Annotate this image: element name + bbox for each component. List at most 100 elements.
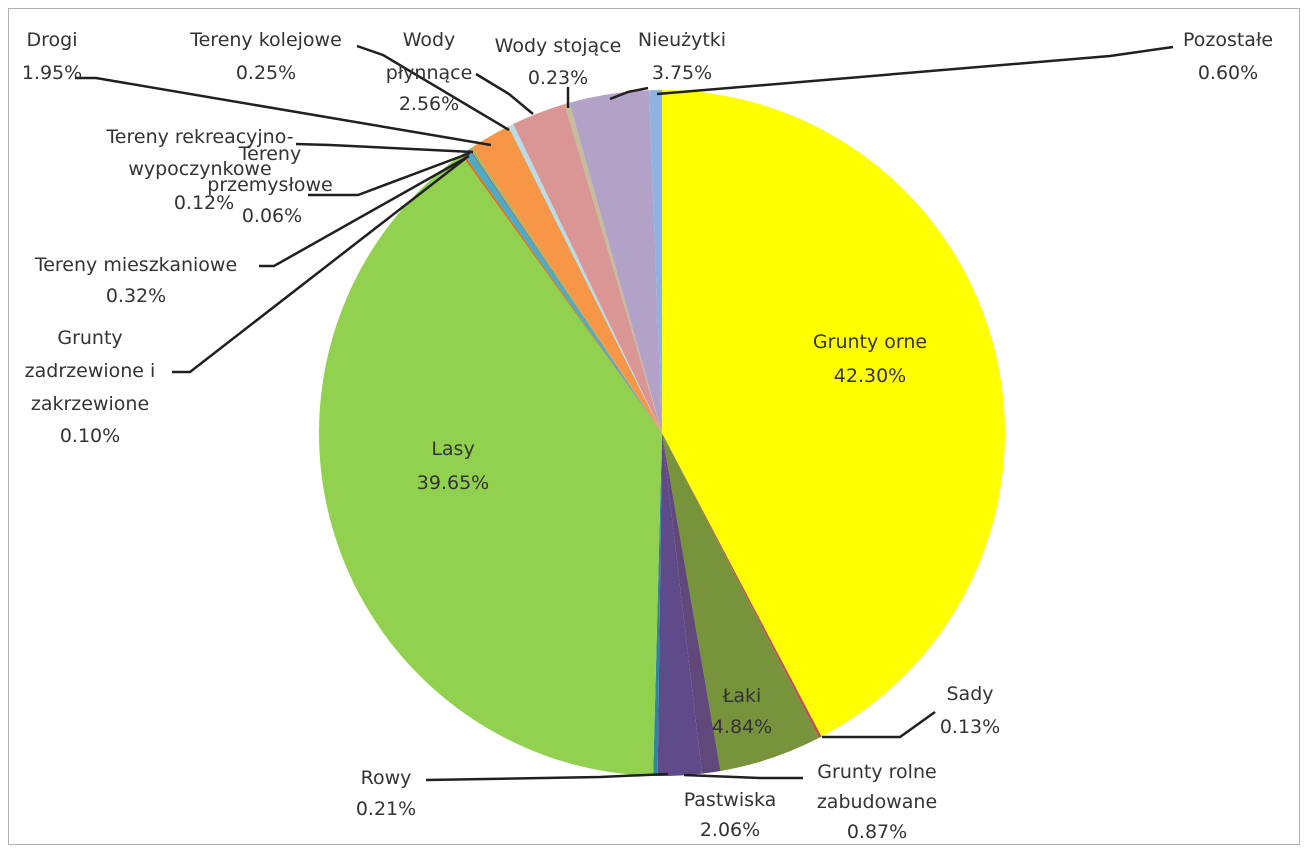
svg-text:Grunty: Grunty <box>57 327 122 349</box>
svg-text:3.75%: 3.75% <box>652 62 712 84</box>
svg-text:0.21%: 0.21% <box>356 798 416 820</box>
svg-text:zabudowane: zabudowane <box>817 791 937 813</box>
svg-text:0.12%: 0.12% <box>174 192 234 214</box>
svg-text:0.06%: 0.06% <box>242 205 302 227</box>
pie-slice-nieu-ytki <box>569 90 662 434</box>
leader-nieuzytki <box>609 86 649 101</box>
label-tereny-przemyslowe-l2: przemysłowe <box>207 174 332 196</box>
svg-text:0.25%: 0.25% <box>236 62 296 84</box>
label-tereny-przemyslowe-l1: Tereny <box>238 143 301 165</box>
svg-text:Tereny rekreacyjno-: Tereny rekreacyjno- <box>105 126 293 148</box>
pie-slice-tereny-przemys-owe <box>468 148 662 433</box>
svg-text:płynnące: płynnące <box>386 62 473 84</box>
label-laki-pct: 4.84% <box>712 716 772 738</box>
label-tereny-rekreacyjno-pct: 0.12% <box>174 192 234 214</box>
pie-slice-lasy <box>318 154 662 776</box>
label-grunty-zadrzewione-l1: Grunty <box>57 327 122 349</box>
svg-text:przemysłowe: przemysłowe <box>207 174 332 196</box>
leader-wody-plynace <box>475 72 534 115</box>
svg-text:0.13%: 0.13% <box>940 716 1000 738</box>
label-wody-plynace-l1: Wody <box>403 29 456 51</box>
svg-text:Pozostałe: Pozostałe <box>1183 29 1273 51</box>
svg-text:0.87%: 0.87% <box>847 821 907 843</box>
label-grunty-zadrzewione-pct: 0.10% <box>60 425 120 447</box>
label-grunty-zadrzewione-l2: zadrzewione i <box>25 360 156 382</box>
svg-text:Tereny: Tereny <box>238 143 301 165</box>
svg-text:Drogi: Drogi <box>27 29 78 51</box>
label-tereny-mieszkaniowe-name: Tereny mieszkaniowe <box>34 254 237 276</box>
pie-slice-aki <box>662 433 820 771</box>
label-sady-name: Sady <box>946 683 993 705</box>
leader-grunty-zadrzewione <box>172 157 467 374</box>
svg-text:zadrzewione i: zadrzewione i <box>25 360 156 382</box>
leader-tereny-kolejowe <box>356 44 510 132</box>
label-tereny-mieszkaniowe-pct: 0.32% <box>106 285 166 307</box>
pie-slice-tereny-rekreacyjno-wypoczynkowe <box>469 147 662 433</box>
label-grunty-orne-pct: 42.30% <box>834 365 906 387</box>
label-tereny-kolejowe-name: Tereny kolejowe <box>189 29 342 51</box>
svg-text:0.10%: 0.10% <box>60 425 120 447</box>
pie-slice-tereny-kolejowe <box>508 123 662 433</box>
label-wody-plynace-pct: 2.56% <box>399 93 459 115</box>
label-sady-pct: 0.13% <box>940 716 1000 738</box>
label-lasy-pct: 39.65% <box>417 472 489 494</box>
label-drogi-name: Drogi <box>27 29 78 51</box>
leader-drogi <box>75 76 492 147</box>
pie-slice-tereny-mieszkaniowe <box>463 149 662 434</box>
svg-text:Wody: Wody <box>403 29 456 51</box>
label-pastwiska-pct: 2.06% <box>700 819 760 841</box>
svg-text:Grunty orne: Grunty orne <box>813 331 927 353</box>
svg-text:2.06%: 2.06% <box>700 819 760 841</box>
label-wody-stojace-name: Wody stojące <box>495 35 622 57</box>
label-pastwiska-name: Pastwiska <box>684 789 777 811</box>
svg-text:0.32%: 0.32% <box>106 285 166 307</box>
svg-text:Wody stojące: Wody stojące <box>495 35 622 57</box>
leader-pozostale <box>656 45 1174 96</box>
label-drogi-pct: 1.95% <box>22 62 82 84</box>
svg-text:zakrzewione: zakrzewione <box>31 393 149 415</box>
svg-text:Grunty rolne: Grunty rolne <box>817 761 936 783</box>
leader-tereny-rekreacyjno <box>295 142 474 154</box>
svg-text:42.30%: 42.30% <box>834 365 906 387</box>
pie-slice-wody-stoj-ce <box>564 102 662 433</box>
pie-slice-grunty-orne <box>662 90 1005 737</box>
pie-slice-grunty-rolne-zabudowane <box>662 433 721 774</box>
label-tereny-rekreacyjno-l2: wypoczynkowe <box>128 158 271 180</box>
label-wody-plynace-l2: płynnące <box>386 62 473 84</box>
label-pozostale-name: Pozostałe <box>1183 29 1273 51</box>
label-rowy-pct: 0.21% <box>356 798 416 820</box>
label-grunty-rolne-pct: 0.87% <box>847 821 907 843</box>
svg-text:Lasy: Lasy <box>431 438 474 460</box>
svg-text:Tereny mieszkaniowe: Tereny mieszkaniowe <box>34 254 237 276</box>
label-wody-stojace-pct: 0.23% <box>528 67 588 89</box>
leader-lines <box>75 44 1174 782</box>
label-nieuzytki-name: Nieużytki <box>638 29 726 51</box>
label-grunty-rolne-l1: Grunty rolne <box>817 761 936 783</box>
svg-text:wypoczynkowe: wypoczynkowe <box>128 158 271 180</box>
pie-slice-grunty-zadrzewione-i-zakrzewione <box>461 153 662 434</box>
svg-text:2.56%: 2.56% <box>399 93 459 115</box>
label-tereny-przemyslowe-pct: 0.06% <box>242 205 302 227</box>
label-grunty-orne-name: Grunty orne <box>813 331 927 353</box>
label-tereny-kolejowe-pct: 0.25% <box>236 62 296 84</box>
leader-tereny-mieszkaniowe <box>259 154 470 268</box>
svg-text:Tereny kolejowe: Tereny kolejowe <box>189 29 342 51</box>
leader-rowy <box>425 772 669 782</box>
pie-slices <box>318 89 1005 776</box>
label-grunty-rolne-l2: zabudowane <box>817 791 937 813</box>
svg-text:0.23%: 0.23% <box>528 67 588 89</box>
svg-text:Pastwiska: Pastwiska <box>684 789 777 811</box>
svg-text:1.95%: 1.95% <box>22 62 82 84</box>
svg-text:Łaki: Łaki <box>722 685 762 707</box>
pie-slice-wody-p-ynn-ce <box>513 104 662 433</box>
svg-text:Nieużytki: Nieużytki <box>638 29 726 51</box>
label-pozostale-pct: 0.60% <box>1198 62 1258 84</box>
leader-grunty-rolne-zabudowane <box>683 773 803 780</box>
svg-text:39.65%: 39.65% <box>417 472 489 494</box>
svg-text:0.60%: 0.60% <box>1198 62 1258 84</box>
pie-slice-pozosta-e <box>649 89 662 433</box>
leader-sady <box>822 710 936 739</box>
pie-slice-rowy <box>653 433 662 776</box>
pie-slice-pastwiska <box>657 433 702 776</box>
